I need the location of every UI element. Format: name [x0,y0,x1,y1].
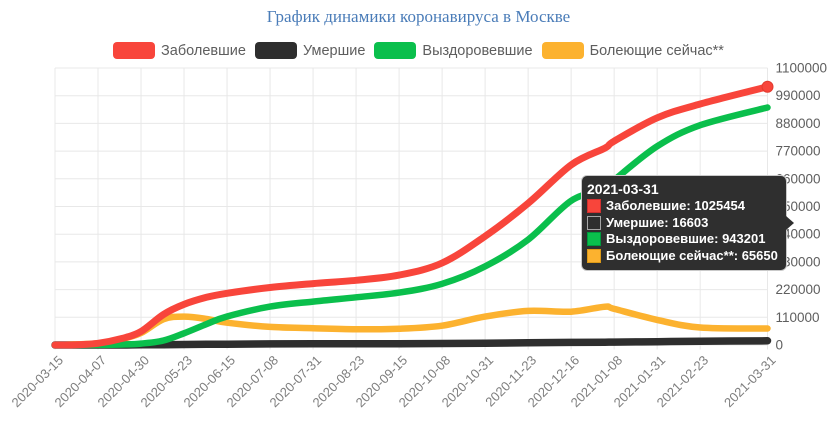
chart-tooltip: 2021-03-31 Заболевшие: 1025454 Умершие: 1… [581,175,794,271]
tooltip-row: Выздоровевшие: 943201 [587,231,778,248]
tooltip-date: 2021-03-31 [587,181,659,197]
y-axis-label: 1100000 [776,61,828,76]
y-axis-label: 0 [776,338,784,353]
y-axis-label: 880000 [776,116,821,131]
tooltip-series-value: Выздоровевшие: 943201 [606,231,766,246]
tooltip-rows: Заболевшие: 1025454 Умершие: 16603 Выздоро… [587,198,778,264]
tooltip-series-swatch-icon [587,215,601,230]
tooltip-row: Болеющие сейчас**: 65650 [587,248,778,265]
legend-item-label: Заболевшие [161,42,246,59]
legend-item-label: Умершие [302,42,366,59]
active-swatch-icon [541,42,584,59]
tooltip-row: Заболевшие: 1025454 [587,198,778,215]
tooltip-row: Умершие: 16603 [587,215,778,232]
deaths-swatch-icon [254,42,297,59]
tooltip-series-value: Умершие: 16603 [606,214,709,230]
chart-legend: Заболевшие Умершие Выздоровевшие Болеющие с… [0,42,837,59]
y-axis-label: 220000 [776,282,821,297]
tooltip-series-value: Болеющие сейчас**: 65650 [606,247,778,263]
tooltip-series-swatch-icon [587,248,601,263]
hover-point-marker [761,80,774,93]
legend-item-cases[interactable]: Заболевшие [113,42,246,59]
legend-item-label: Болеющие сейчас** [589,42,724,59]
x-axis-label: 2021-03-31 [721,353,779,411]
legend-item-active[interactable]: Болеющие сейчас** [541,42,724,59]
chart-title: График динамики коронавируса в Москве [266,7,571,26]
legend-item-deaths[interactable]: Умершие [254,42,366,59]
tooltip-series-swatch-icon [587,199,601,214]
series-line-cases[interactable] [51,83,771,349]
y-axis-label: 990000 [776,88,821,103]
cases-swatch-icon [113,42,156,59]
legend-item-recovered[interactable]: Выздоровевшие [374,42,533,59]
tooltip-series-value: Заболевшие: 1025454 [606,198,745,213]
y-axis-label: 110000 [776,310,820,325]
recovered-swatch-icon [374,42,417,59]
tooltip-arrow-icon [785,216,794,230]
y-axis-label: 770000 [776,144,821,159]
tooltip-series-swatch-icon [587,232,601,247]
legend-item-label: Выздоровевшие [422,42,533,59]
